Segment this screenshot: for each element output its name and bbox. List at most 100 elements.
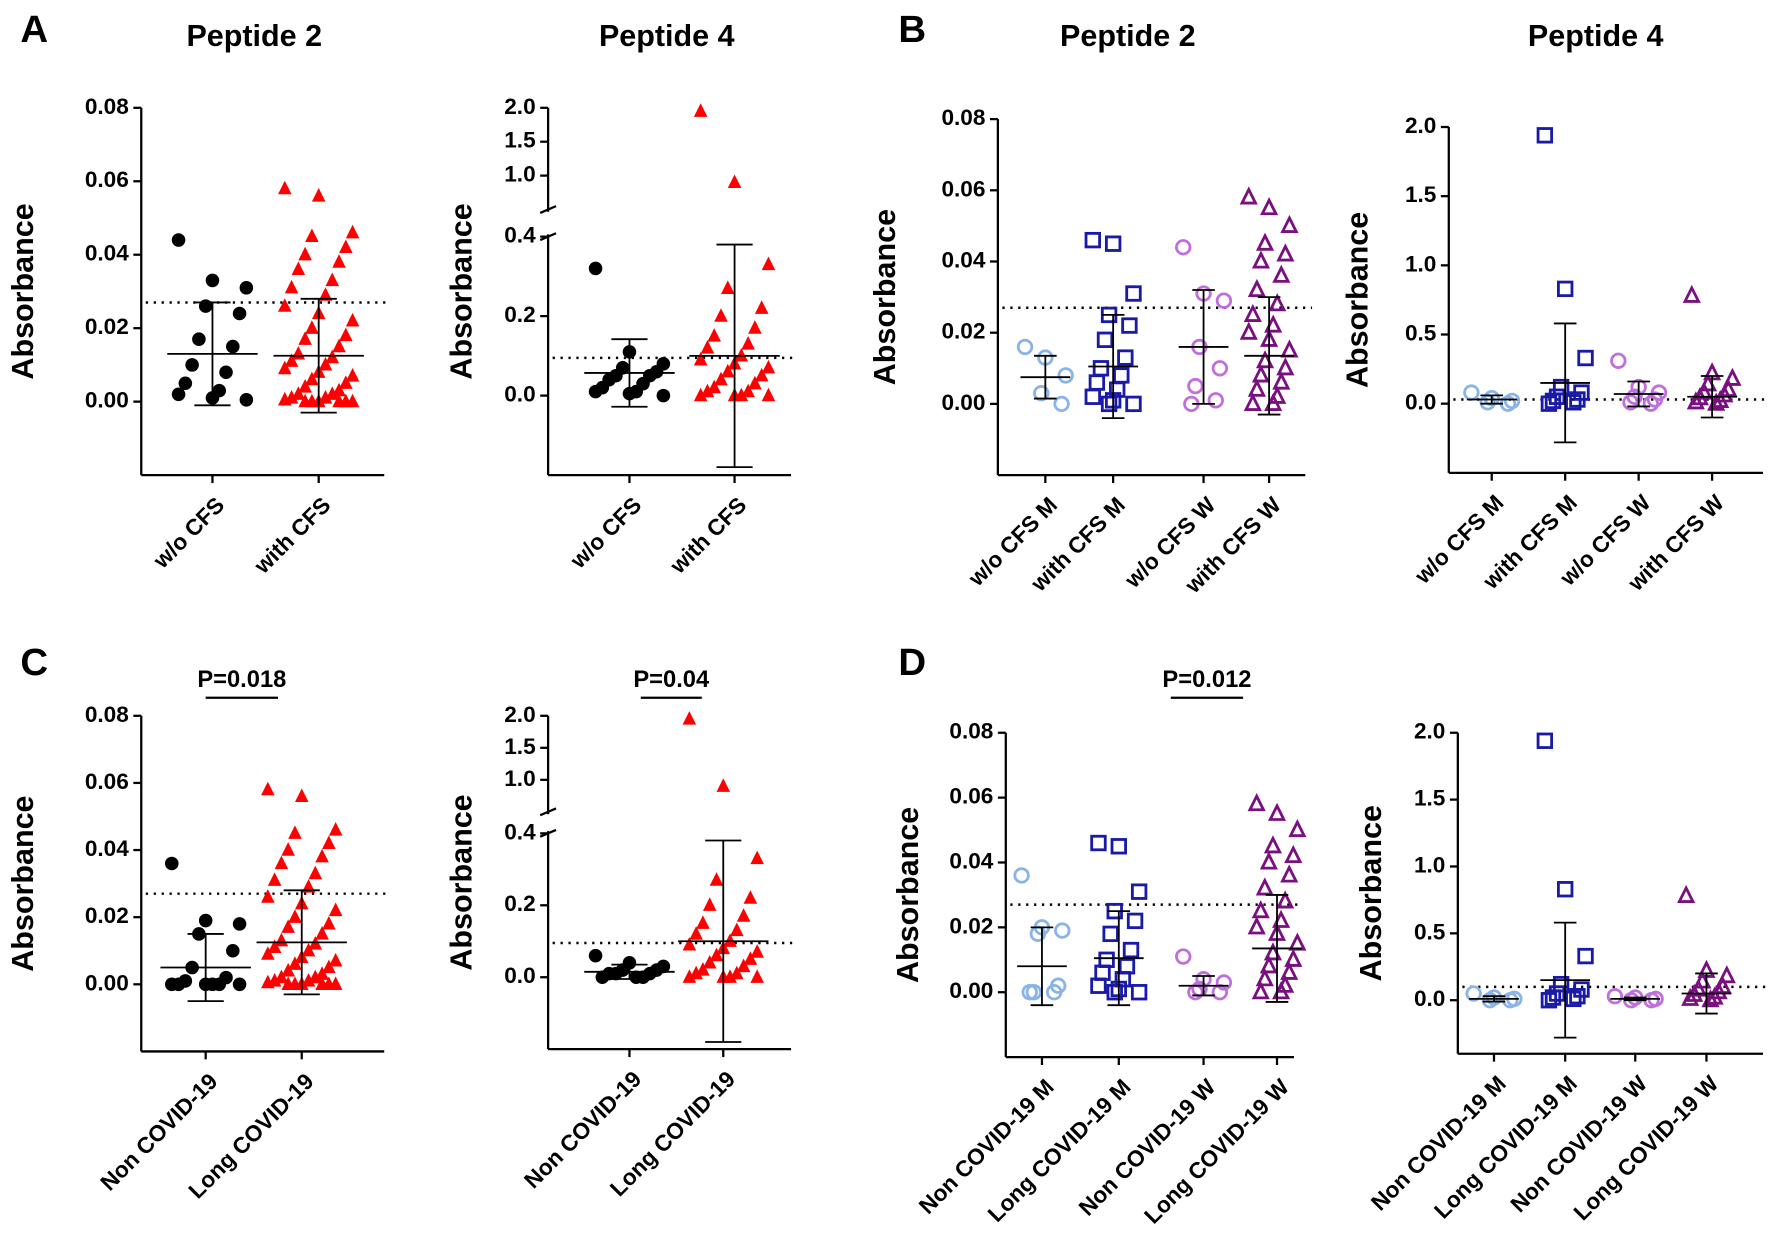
y-axis-label: Absorbance: [891, 807, 925, 983]
data-point: [1569, 391, 1586, 408]
data-point: [1483, 389, 1500, 407]
data-point: [1681, 987, 1700, 1006]
data-point: [339, 239, 353, 254]
data-point: [1288, 818, 1307, 838]
data-point: [1544, 989, 1562, 1006]
data-point: [278, 298, 292, 312]
data-point: [322, 835, 336, 849]
data-point: [748, 375, 762, 390]
data-point: [1102, 925, 1119, 943]
data-point: [1280, 214, 1299, 233]
data-point: [322, 915, 336, 930]
data-point: [328, 902, 343, 917]
data-point: [1272, 371, 1291, 390]
data-point: [1110, 838, 1127, 855]
data-point: [205, 273, 220, 288]
data-point: [700, 383, 715, 398]
data-point: [1187, 984, 1204, 1001]
data-point: [1053, 395, 1070, 413]
data-point: [1288, 932, 1307, 951]
data-point: [171, 387, 186, 402]
data-point: [1247, 278, 1266, 298]
data-point: [1540, 992, 1558, 1009]
data-point: [754, 300, 769, 314]
data-point: [291, 261, 306, 276]
data-point: [305, 320, 319, 334]
data-point: [1054, 922, 1071, 939]
y-tick-label: 0.4: [504, 223, 536, 248]
x-tick-label: with CFS: [665, 492, 752, 579]
y-tick-label: 2.0: [504, 702, 535, 727]
y-tick-label: 1.0: [504, 162, 535, 187]
y-axis-label: Absorbance: [444, 794, 478, 970]
data-point: [239, 280, 254, 295]
data-point: [1247, 793, 1266, 812]
data-point: [1556, 881, 1574, 898]
data-point: [693, 387, 708, 402]
data-point: [232, 306, 247, 321]
data-point: [1251, 900, 1270, 919]
y-tick-label: 0.4: [504, 819, 536, 844]
data-point: [345, 224, 360, 239]
data-point: [689, 926, 703, 940]
data-point: [709, 872, 724, 886]
y-tick-label: 1.0: [1414, 852, 1445, 877]
data-point: [1130, 984, 1148, 1001]
data-point: [1243, 392, 1262, 411]
data-point: [656, 388, 671, 403]
y-tick-label: 0.04: [85, 836, 129, 861]
data-point: [1577, 947, 1594, 965]
data-point: [345, 368, 360, 382]
data-point: [734, 347, 749, 362]
data-point: [1125, 395, 1142, 413]
data-point: [305, 228, 319, 243]
data-point: [1259, 851, 1278, 870]
data-point: [721, 280, 735, 294]
data-point: [325, 386, 340, 400]
data-point: [301, 879, 316, 893]
data-point: [284, 353, 299, 367]
y-tick-label: 0.08: [85, 94, 129, 119]
data-point: [281, 842, 295, 856]
data-point: [1540, 395, 1558, 412]
data-point: [261, 946, 275, 960]
data-point: [308, 865, 323, 880]
y-tick-label: 1.0: [504, 766, 535, 791]
data-point: [318, 356, 333, 371]
data-point: [339, 327, 353, 342]
data-point: [1251, 364, 1271, 383]
data-point: [1255, 877, 1274, 896]
y-tick-label: 0.02: [949, 913, 993, 938]
data-point: [1463, 384, 1480, 401]
data-point: [1677, 884, 1696, 903]
y-tick-label: 2.0: [1405, 113, 1436, 138]
data-point: [261, 889, 275, 903]
data-point: [750, 850, 764, 865]
data-point: [1215, 974, 1233, 991]
data-point: [1260, 197, 1279, 216]
data-point: [702, 954, 717, 969]
data-point: [1259, 955, 1278, 974]
data-point: [198, 913, 213, 928]
y-tick-label: 0.00: [949, 978, 993, 1003]
data-point: [1276, 243, 1295, 262]
x-tick-label: with CFS: [249, 492, 336, 579]
data-point: [318, 390, 333, 404]
data-point: [318, 287, 333, 301]
data-point: [1125, 285, 1142, 302]
data-point: [1276, 890, 1295, 909]
y-tick-label: 0.2: [504, 302, 535, 327]
data-point: [721, 363, 735, 378]
data-point: [682, 711, 697, 725]
data-point: [284, 279, 299, 294]
data-point: [693, 351, 708, 366]
data-point: [1544, 392, 1562, 410]
data-point: [311, 188, 326, 202]
x-tick-label: Long COVID-19 M: [983, 1074, 1136, 1227]
y-tick-label: 2.0: [504, 94, 535, 119]
data-point: [164, 977, 179, 992]
data-point: [294, 788, 309, 803]
data-point: [278, 180, 292, 195]
data-point: [1247, 916, 1266, 935]
